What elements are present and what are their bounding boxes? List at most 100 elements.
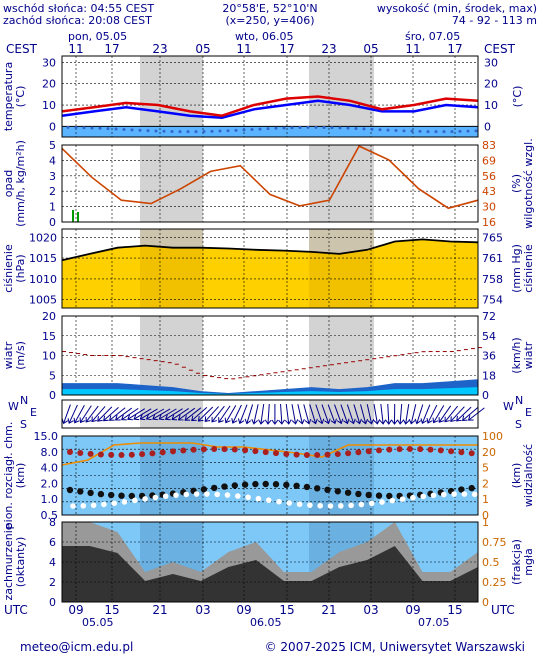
cloud-tick-left: 4 [49,556,56,569]
day-label-top: śro, 07.05 [405,30,461,43]
wind-arrow [224,405,237,424]
wind-arrow [461,407,479,422]
compass-letter: W [503,400,514,413]
night-band [309,145,374,222]
cloud-base-dot [396,446,403,453]
wind-arrow [79,405,92,424]
day-label-top: wto, 06.05 [235,30,294,43]
pressure-axis-title: ciśnienie [2,244,15,293]
wind-arrow [258,404,265,425]
visibility-tick-right: 0 [482,509,489,522]
temp-axis-title: (°C) [14,86,27,108]
temp-tick-right: 20 [484,78,498,91]
wind-arrow [426,404,438,424]
pressure-axis-title: (hPa) [14,254,27,282]
grid-text: (x=250, y=406) [225,14,315,27]
fog-tick-right: 0.5 [482,556,500,569]
wind-axis-title-right: wiatr [522,341,535,369]
pressure-tick-right: 765 [482,231,503,244]
fog-axis-title: (frakcja) [510,539,523,585]
cloud-base-dot [324,451,331,458]
cloud-base-dot [334,451,341,458]
tz-right-bottom: UTC [491,603,515,617]
tz-right-top: CEST [484,42,515,56]
panel-clouds [61,521,479,603]
pressure-tick-left: 1010 [29,273,57,286]
wind-axis-title-right: (km/h) [510,337,523,373]
cloud-tick-left: 6 [49,536,56,549]
cloud-base-dot [149,450,156,457]
wind-arrow [303,404,312,425]
precip-tick-left: 1 [49,201,56,214]
wind-tick-left: 0 [49,389,56,402]
wind-arrow [127,408,146,421]
humidity-tick-right: 30 [482,201,496,214]
wind-arrow [85,405,99,423]
humidity-tick-right: 16 [482,216,496,229]
cloud-base-dot [87,450,94,457]
cloudbase-tick-left: 2.0 [41,477,59,490]
wind-arrow [211,405,225,423]
cloud-base-dot [262,449,269,456]
cloud-base-dot [448,448,455,455]
wind-arrow [191,407,208,422]
cloud-base-dot [406,446,413,453]
cloud-base-dot [345,450,352,457]
precip-tick-left: 2 [49,185,56,198]
fog-tick-right: 0.75 [482,536,507,549]
cloudbase-tick-left: 0.5 [41,509,59,522]
cloud-base-dot [159,449,166,456]
top-hour-label: 17 [104,42,120,56]
wind-tick-left: 15 [42,330,56,343]
visibility-tick-right: 1 [482,493,489,506]
wind-arrow [231,404,242,424]
cloud-base-dot [180,447,187,454]
precip-tick-left: 3 [49,170,56,183]
wind-arrow [402,404,410,425]
wind-arrow [291,404,299,425]
bottom-hour-label: 09 [236,603,252,617]
bottom-hour-label: 15 [447,603,463,617]
wind-arrow [278,403,286,425]
humidity-tick-right: 69 [482,154,496,167]
wind-arrow [171,408,190,421]
wind-arrow [340,404,350,425]
wind-arrow [264,403,272,425]
cloud-tick-left: 2 [49,576,56,589]
fog-axis-title: mgła [522,548,535,576]
panel-temperature [61,55,479,138]
panel-pressure [61,228,479,309]
footer-email[interactable]: meteo@icm.edu.pl [20,640,134,654]
wind-arrow [237,404,248,425]
cloudbase-axis-title: (km) [14,463,27,489]
top-hour-label: 23 [152,42,168,56]
wind-tick-right: 36 [482,350,496,363]
bottom-hour-label: 21 [321,603,337,617]
cloud-base-dot [365,448,372,455]
pressure-tick-left: 1005 [29,294,57,307]
panel-precip [61,144,479,223]
pressure-area [62,239,478,308]
pressure-axis-title-right: ciśnienie [522,244,535,293]
cloud-base-dot [355,449,362,456]
cloud-tick-left: 0 [49,596,56,609]
cloud-tick-left: 8 [49,516,56,529]
wind-arrow [73,404,85,424]
temp-tick-right: 10 [484,99,498,112]
visibility-axis-title: (km) [510,463,523,489]
tz-left-bottom: UTC [4,603,28,617]
fog-tick-right: 0.25 [482,576,507,589]
visibility-axis-title: widzialność [522,444,535,507]
wind-arrow [373,404,381,425]
cloud-base-dot [314,451,321,458]
cloud-base-dot [200,446,207,453]
wind-tick-left: 10 [42,350,56,363]
cloud-base-dot [190,446,197,453]
wind-arrow [271,403,279,425]
visibility-tick-right: 20 [482,446,496,459]
temp-axis-title-right: (°C) [511,86,524,108]
wind-arrow [184,407,202,421]
wind-arrow [218,405,231,423]
wind-arrow [397,403,404,425]
wind-arrow [67,404,78,424]
